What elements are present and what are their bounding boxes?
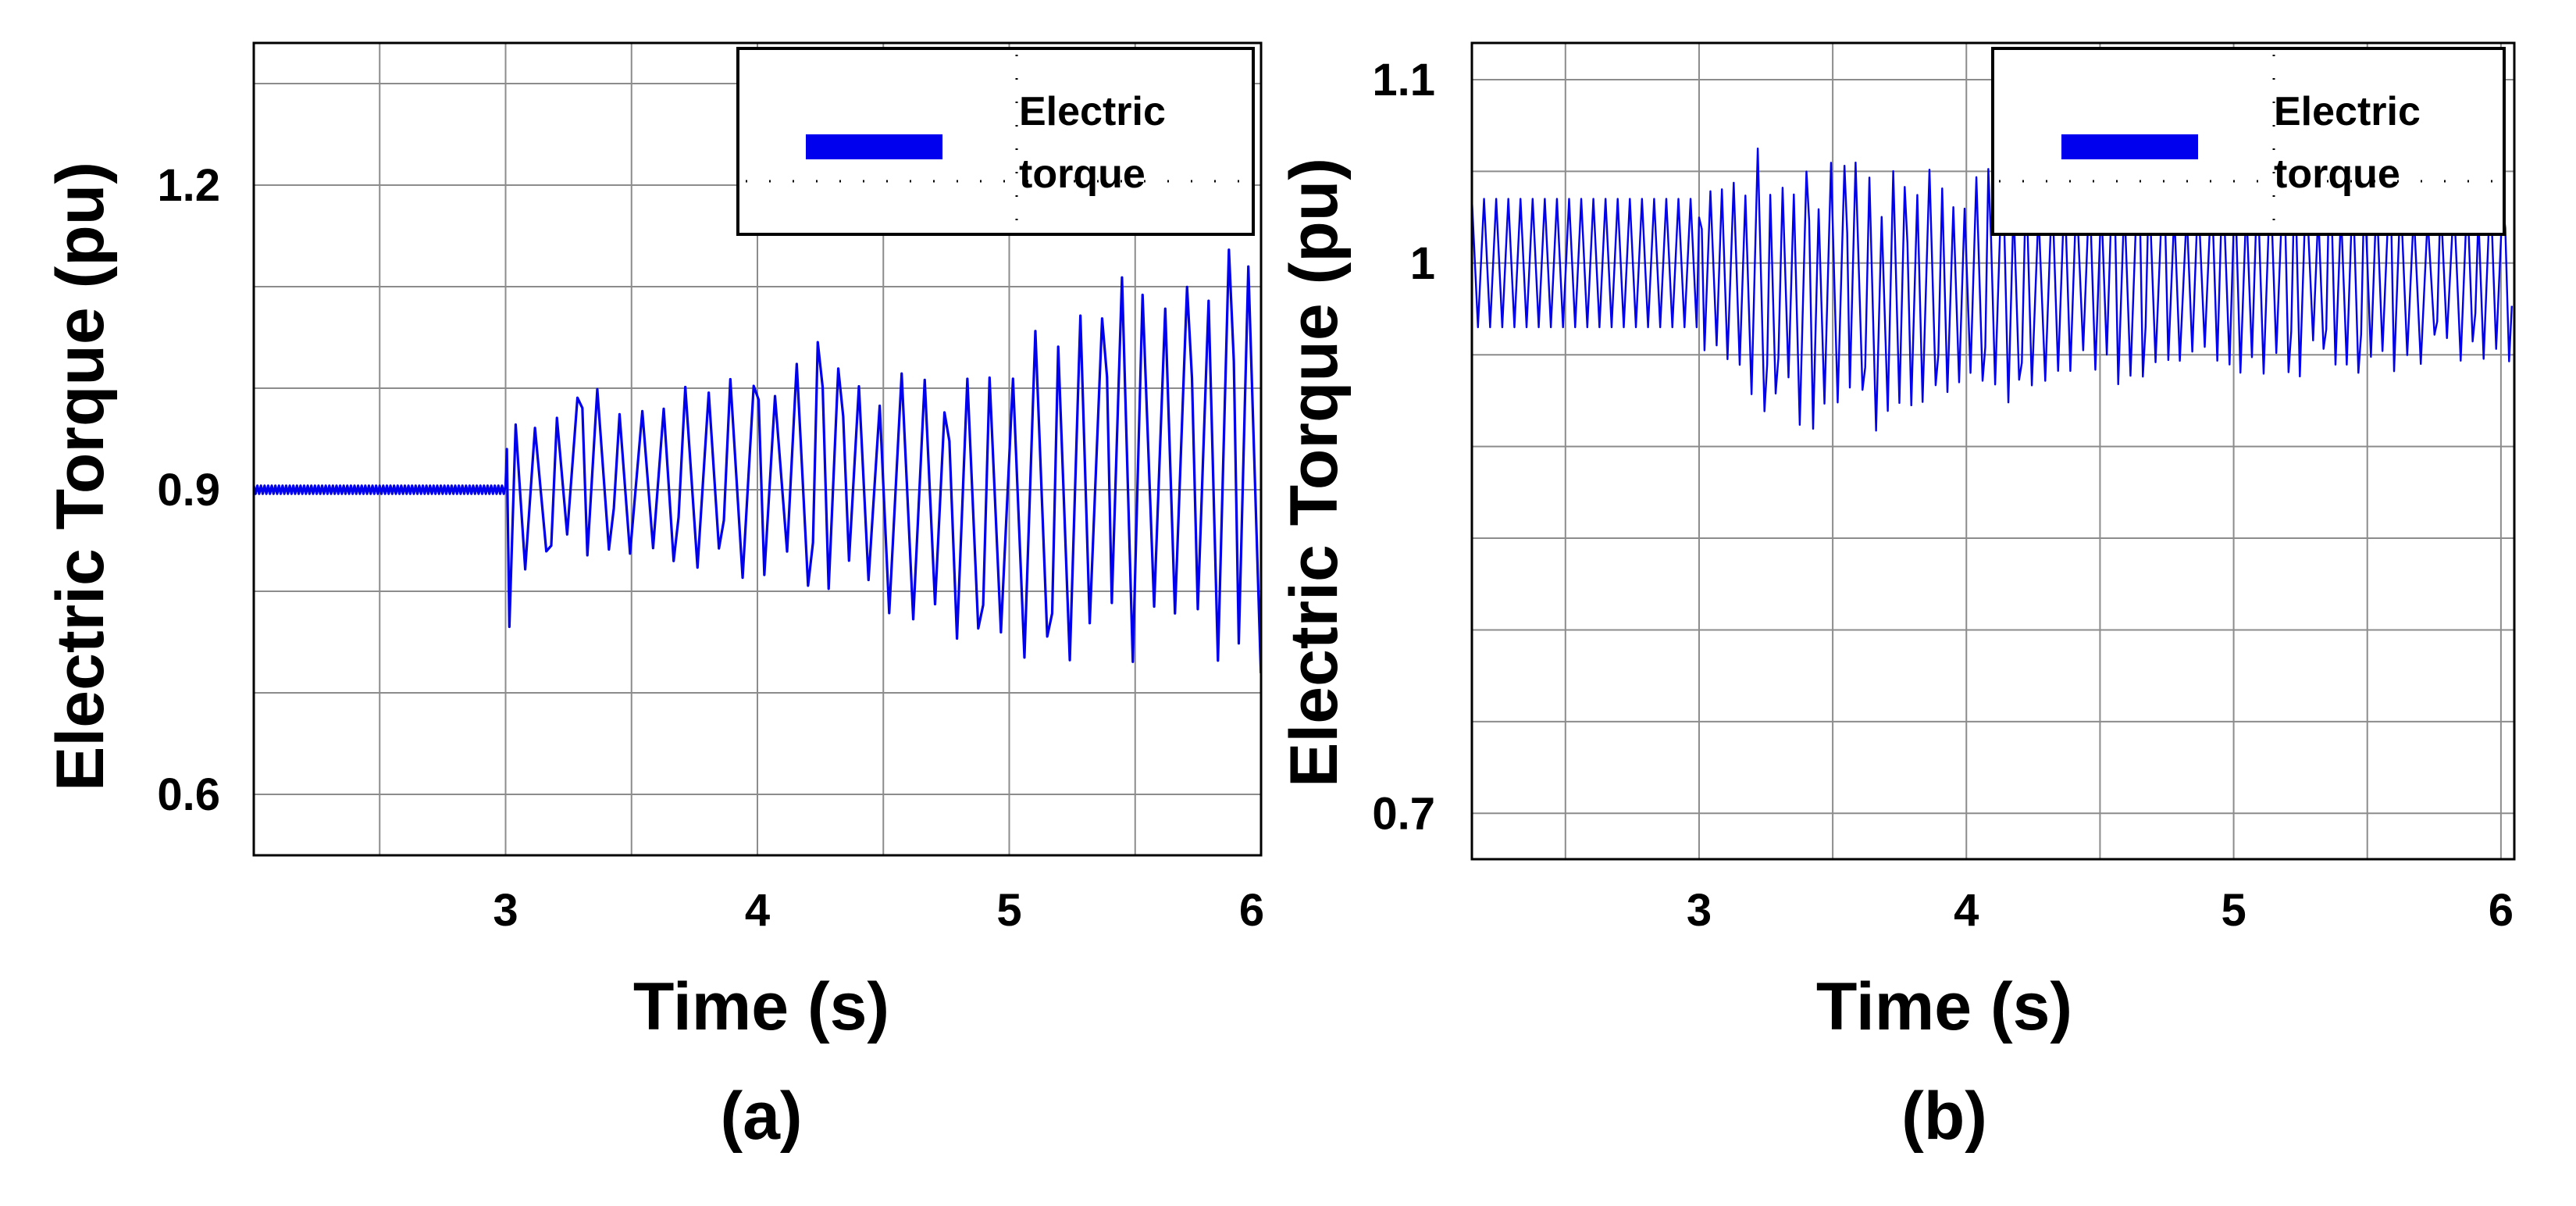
panel-b-plot-frame <box>1470 41 2516 861</box>
panel-a-plot-frame <box>252 41 1263 857</box>
panel-b-y-ticks: 0.7 1 1.1 <box>1372 55 1435 839</box>
panel-a-x-tick-label: 5 <box>996 885 1021 936</box>
panel-b-y-tick-label: 1.1 <box>1372 55 1435 105</box>
panel-a-x-tick-label: 6 <box>1239 885 1264 936</box>
panel-a-x-tick-label: 3 <box>493 885 518 936</box>
panel-a-y-tick-label: 0.9 <box>157 465 220 516</box>
panel-b-legend-label-line2: torque <box>2274 152 2400 197</box>
panel-b-legend-label-line1: Electric <box>2274 89 2421 134</box>
panel-b-label: (b) <box>1901 1079 1987 1154</box>
panel-a-legend-label-line2: torque <box>1019 152 1145 197</box>
panel-a-y-ticks: 0.6 0.9 1.2 <box>157 160 220 820</box>
panel-a-x-ticks: 3 4 5 6 <box>493 885 1264 936</box>
panel-b-x-tick-label: 3 <box>1687 885 1712 936</box>
panel-a-legend-label-line1: Electric <box>1019 89 1166 134</box>
panel-b-y-tick-label: 0.7 <box>1372 788 1435 839</box>
panel-b-legend-swatch <box>2061 134 2198 159</box>
panel-b-x-tick-label: 5 <box>2221 885 2246 936</box>
panel-a-legend: Electric torque <box>736 47 1255 236</box>
panel-a-x-axis-title: Time (s) <box>633 969 889 1044</box>
panel-a-y-tick-label: 0.6 <box>157 769 220 820</box>
panel-b-legend: Electric torque <box>1991 47 2506 236</box>
panel-b-y-tick-label: 1 <box>1410 238 1435 289</box>
panel-a-x-tick-label: 4 <box>745 885 770 936</box>
panel-b-y-axis-title: Electric Torque (pu) <box>1277 158 1352 787</box>
panel-b-x-axis-title: Time (s) <box>1816 969 2072 1044</box>
panel-b-x-tick-label: 6 <box>2489 885 2514 936</box>
panel-a-legend-swatch <box>806 134 942 159</box>
panel-a-y-tick-label: 1.2 <box>157 160 220 211</box>
panel-a-label: (a) <box>720 1079 802 1154</box>
panel-b-grid <box>1472 43 2514 859</box>
panel-b-x-ticks: 3 4 5 6 <box>1687 885 2514 936</box>
panel-b-chart: 0.7 1 1.1 3 4 5 6 Electric torque Time (s) El… <box>1277 41 2516 1154</box>
panel-a-series <box>252 248 1263 673</box>
panel-b-x-tick-label: 4 <box>1954 885 1979 936</box>
panel-a-y-axis-title: Electric Torque (pu) <box>43 162 118 791</box>
panel-a-series-line-electric-torque <box>252 248 1263 673</box>
